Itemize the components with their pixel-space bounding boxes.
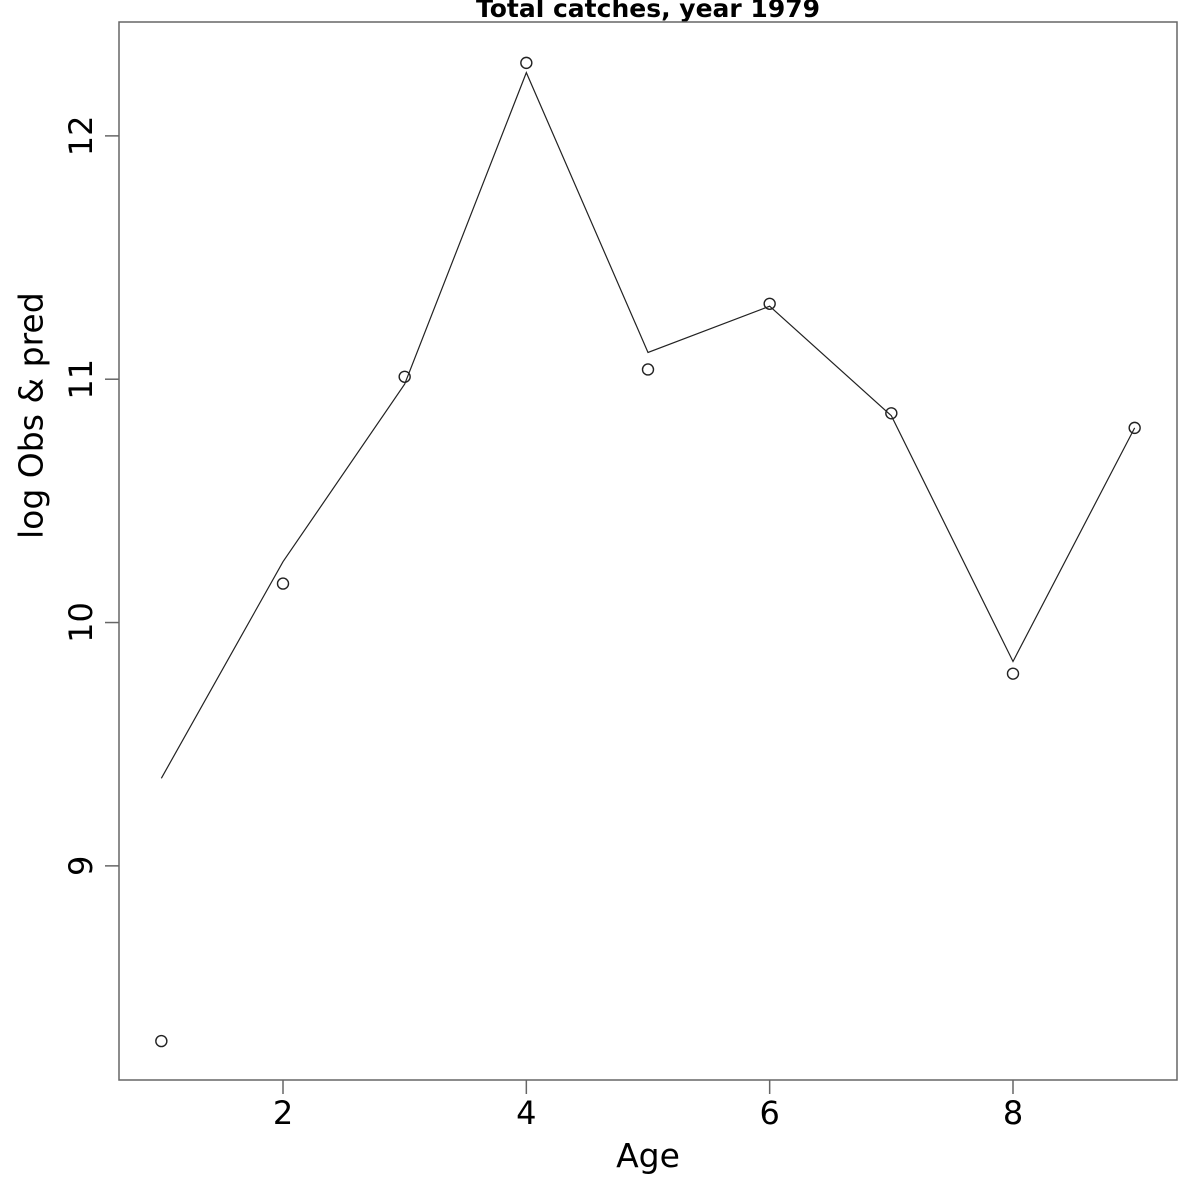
data-point [155, 1034, 168, 1048]
y-tick-label: 9 [62, 856, 100, 876]
data-point [641, 363, 655, 376]
data-point [398, 370, 411, 383]
chart-title: Total catches, year 1979 [475, 0, 821, 23]
plot-box [118, 21, 1178, 1081]
predicted-line [160, 71, 1136, 779]
data-point [885, 407, 898, 420]
data-point [1006, 667, 1020, 680]
y-tick-label: 10 [62, 602, 100, 643]
x-axis-label: Age [616, 1136, 680, 1175]
x-tick-label: 4 [516, 1094, 536, 1132]
data-point [763, 297, 776, 310]
data-point [276, 577, 290, 590]
data-point [1128, 421, 1141, 435]
data-point [520, 56, 533, 70]
x-tick-label: 2 [273, 1094, 293, 1132]
x-tick-label: 6 [759, 1094, 779, 1132]
y-tick-label: 12 [62, 116, 100, 157]
x-tick-label: 8 [1003, 1094, 1023, 1132]
y-tick-label: 11 [62, 359, 100, 400]
